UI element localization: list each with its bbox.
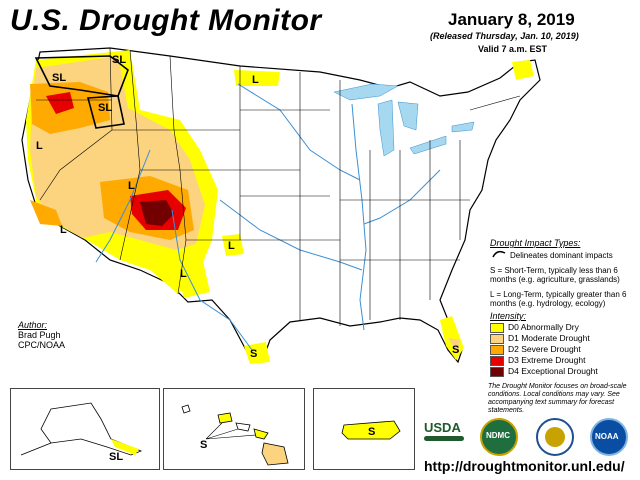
legend-item-d0: D0 Abnormally Dry: [490, 322, 598, 333]
commerce-seal-logo: [536, 418, 574, 456]
map-title: U.S. Drought Monitor: [10, 4, 322, 37]
alaska-map: [20, 402, 143, 456]
label-l-ut: L: [128, 180, 135, 192]
label-l-ok: L: [228, 240, 235, 252]
hawaii-inset: S: [163, 388, 305, 470]
noaa-logo: NOAA: [590, 418, 628, 456]
lake-michigan: [377, 99, 395, 157]
impact-heading: Drought Impact Types:: [490, 238, 581, 248]
label-l-ca: L: [36, 140, 43, 152]
label-s-pr: S: [368, 426, 376, 438]
ndmc-logo: NDMC: [480, 418, 518, 456]
ndmc-logo-text: NDMC: [486, 431, 510, 440]
state-boundaries: [36, 47, 521, 326]
d3-label: D3 Extreme Drought: [508, 355, 586, 365]
d0-swatch: [490, 322, 504, 333]
legend-item-d2: D2 Severe Drought: [490, 344, 598, 355]
d4-swatch: [490, 366, 504, 377]
label-l-nd: L: [252, 74, 259, 86]
impact-line-icon: [492, 250, 506, 258]
label-s-fl: S: [452, 344, 460, 356]
commerce-seal-center: [545, 427, 565, 447]
footnote: The Drought Monitor focuses on broad-sca…: [488, 383, 627, 414]
d3-oregon-area: [46, 92, 74, 114]
label-sl-wa: SL: [112, 54, 127, 66]
mississippi-river: [351, 103, 367, 331]
label-s-hi: S: [200, 439, 208, 451]
intensity-heading: Intensity:: [490, 311, 527, 321]
legend-item-d3: D3 Extreme Drought: [490, 355, 598, 366]
usda-swoosh: [424, 436, 464, 441]
legend-item-d4: D4 Exceptional Drought: [490, 366, 598, 377]
d1-label: D1 Moderate Drought: [508, 333, 590, 343]
lake-ontario: [451, 121, 475, 133]
map-date: January 8, 2019: [448, 10, 575, 29]
usda-logo: USDA: [424, 420, 464, 448]
d2-swatch: [490, 344, 504, 355]
d1-florida-patch: [448, 338, 460, 354]
label-sl-ak: SL: [109, 451, 124, 463]
author-heading: Author:: [18, 320, 48, 330]
label-l-nm: L: [180, 268, 187, 280]
long-term-text: L = Long-Term, typically greater than 6 …: [490, 290, 627, 308]
d0-label: D0 Abnormally Dry: [508, 322, 579, 332]
impact-boundary-idaho: [86, 95, 125, 129]
intensity-legend: D0 Abnormally Dry D1 Moderate Drought D2…: [490, 322, 598, 377]
short-term-text: S = Short-Term, typically less than 6 mo…: [490, 266, 620, 284]
website-url[interactable]: http://droughtmonitor.unl.edu/: [424, 458, 625, 474]
valid-time: Valid 7 a.m. EST: [478, 44, 548, 54]
label-s-tx: S: [250, 348, 258, 360]
alaska-inset: SL: [10, 388, 160, 470]
legend-item-d1: D1 Moderate Drought: [490, 333, 598, 344]
d0-oklahoma-patch: [222, 234, 244, 256]
release-date: (Released Thursday, Jan. 10, 2019): [430, 31, 579, 41]
lake-superior: [333, 83, 399, 101]
d0-maine-patch: [512, 60, 534, 80]
label-sl-id: SL: [98, 102, 113, 114]
puerto-rico-inset: S: [313, 388, 415, 470]
label-sl-nw: SL: [52, 72, 67, 84]
lake-erie: [409, 135, 447, 155]
hawaii-map: [181, 404, 289, 466]
author-name: Brad Pugh: [18, 330, 61, 340]
noaa-logo-text: NOAA: [595, 432, 619, 441]
rio-grande-river: [171, 209, 253, 351]
d4-fourcorners-area: [140, 200, 174, 226]
missouri-river: [237, 83, 361, 181]
d0-montana-patch: [234, 70, 280, 86]
usda-logo-text: USDA: [424, 420, 461, 435]
d3-swatch: [490, 355, 504, 366]
colorado-river: [95, 149, 151, 263]
d2-california-area: [30, 200, 62, 226]
author-org: CPC/NOAA: [18, 340, 66, 350]
label-l-sca: L: [60, 224, 67, 236]
author-block: Author: Brad Pugh CPC/NOAA: [18, 320, 65, 350]
d4-label: D4 Exceptional Drought: [508, 366, 598, 376]
ohio-river: [363, 169, 441, 225]
puerto-rico-map: [341, 420, 401, 440]
lake-huron: [397, 101, 419, 131]
delineates-text: Delineates dominant impacts: [510, 251, 613, 260]
d2-label: D2 Severe Drought: [508, 344, 581, 354]
d1-swatch: [490, 333, 504, 344]
